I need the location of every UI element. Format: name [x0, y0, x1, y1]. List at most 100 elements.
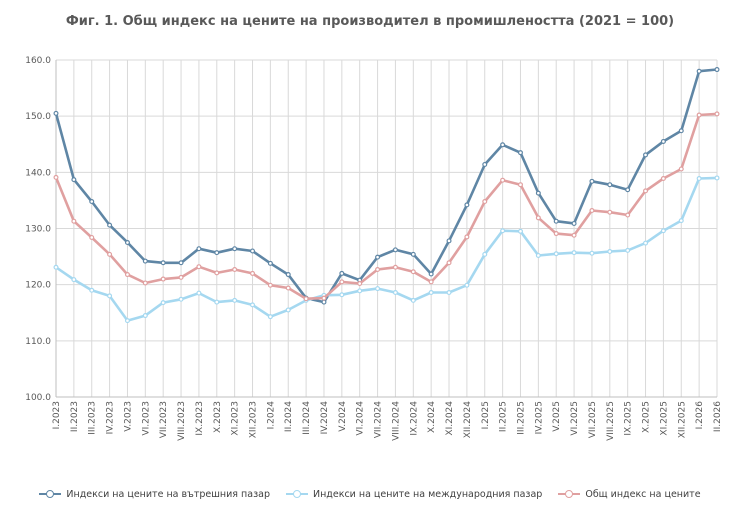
series-2-point: [142, 313, 148, 319]
series-2-point: [107, 293, 113, 299]
x-tick-label: II.2023: [70, 401, 80, 432]
series-3-point: [607, 209, 613, 215]
series-3-point: [500, 177, 506, 183]
series-3-point: [535, 215, 541, 221]
series-1-point: [607, 182, 613, 188]
x-tick-label: VII.2025: [588, 401, 598, 438]
x-tick-label: V.2025: [552, 401, 562, 432]
x-tick-label: XII.2024: [463, 401, 473, 439]
x-tick-label: VIII.2023: [177, 401, 187, 441]
series-3-point: [321, 295, 327, 301]
series-3-point: [660, 176, 666, 182]
series-3-point: [303, 296, 309, 302]
x-tick-label: IX.2023: [195, 401, 205, 436]
series-2-point: [178, 296, 184, 302]
series-2-point: [89, 287, 95, 293]
series-2-point: [428, 290, 434, 296]
legend-item-1: Индекси на цените на вътрешния пазар: [39, 486, 270, 502]
chart-legend: Индекси на цените на вътрешния пазар Инде…: [0, 486, 740, 502]
x-tick-label: IV.2023: [106, 401, 116, 434]
series-1-point: [714, 67, 720, 73]
series-3-point: [571, 232, 577, 238]
x-tick-label: XI.2025: [659, 401, 669, 436]
series-2-point: [267, 314, 273, 320]
legend-item-2: Индекси на цените на международния пазар: [285, 486, 543, 502]
series-3-point: [446, 260, 452, 266]
x-tick-label: X.2025: [642, 401, 652, 433]
series-3-point: [428, 279, 434, 285]
series-1-point: [517, 150, 523, 156]
series-3-point: [392, 264, 398, 270]
series-2-point: [250, 302, 256, 308]
series-1-point: [553, 218, 559, 224]
x-tick-label: VI.2024: [356, 401, 366, 436]
series-1-point: [464, 202, 470, 208]
series-2-point: [124, 318, 130, 324]
y-tick-label: 100.0: [25, 393, 51, 403]
series-3-point: [589, 208, 595, 214]
series-3-point: [232, 267, 238, 273]
x-tick-label: I.2023: [52, 401, 62, 429]
x-tick-label: XI.2023: [231, 401, 241, 436]
x-tick-label: XI.2024: [445, 401, 455, 436]
series-1-point: [339, 270, 345, 276]
legend-label: Индекси на цените на международния пазар: [312, 488, 543, 500]
series-3-point: [160, 276, 166, 282]
x-tick-label: VI.2025: [570, 401, 580, 436]
x-tick-label: I.2025: [481, 401, 491, 429]
series-3-point: [196, 264, 202, 270]
x-tick-label: IV.2025: [534, 401, 544, 434]
series-3-point: [214, 270, 220, 276]
x-tick-label: VIII.2024: [391, 401, 401, 441]
y-tick-label: 120.0: [25, 281, 51, 291]
series-3-point: [464, 234, 470, 240]
series-2-point: [160, 300, 166, 306]
series-2-point: [232, 297, 238, 303]
series-2-point: [625, 247, 631, 253]
series-2-point: [696, 176, 702, 182]
x-tick-label: V.2023: [123, 401, 133, 432]
series-2-point: [482, 251, 488, 257]
series-3-point: [678, 166, 684, 172]
series-3-point: [89, 234, 95, 240]
series-3-point: [375, 267, 381, 273]
series-2-point: [71, 277, 77, 283]
x-tick-label: X.2023: [213, 401, 223, 433]
series-2-point: [517, 228, 523, 234]
series-1-point: [410, 251, 416, 257]
series-3-point: [517, 182, 523, 188]
series-1-point: [446, 238, 452, 244]
x-tick-label: I.2024: [266, 401, 276, 430]
series-2-point: [660, 228, 666, 234]
series-1-point: [53, 110, 59, 116]
series-3-point: [339, 279, 345, 285]
series-2-point: [410, 297, 416, 303]
series-1-point: [71, 177, 77, 183]
series-2-point: [589, 250, 595, 256]
x-tick-label: IV.2024: [320, 401, 330, 435]
series-3-point: [71, 218, 77, 224]
series-3-point: [250, 270, 256, 276]
series-1-point: [250, 248, 256, 254]
series-1-point: [285, 272, 291, 278]
series-3-point: [53, 174, 59, 180]
series-2-point: [285, 307, 291, 313]
legend-swatch-icon: [285, 489, 308, 499]
series-1-point: [643, 152, 649, 158]
series-2-point: [339, 292, 345, 298]
series-1-point: [625, 187, 631, 193]
series-2-point: [357, 288, 363, 294]
series-3-point: [643, 188, 649, 194]
series-2-point: [196, 290, 202, 296]
series-3-point: [482, 199, 488, 205]
series-1-point: [89, 199, 95, 205]
x-tick-label: IX.2024: [409, 401, 419, 436]
legend-label: Общ индекс на цените: [585, 488, 701, 500]
series-1-point: [696, 68, 702, 74]
x-tick-label: VI.2023: [141, 401, 151, 436]
series-2-point: [643, 240, 649, 246]
series-3-point: [410, 269, 416, 275]
series-1-point: [571, 220, 577, 226]
y-tick-label: 150.0: [25, 112, 51, 122]
